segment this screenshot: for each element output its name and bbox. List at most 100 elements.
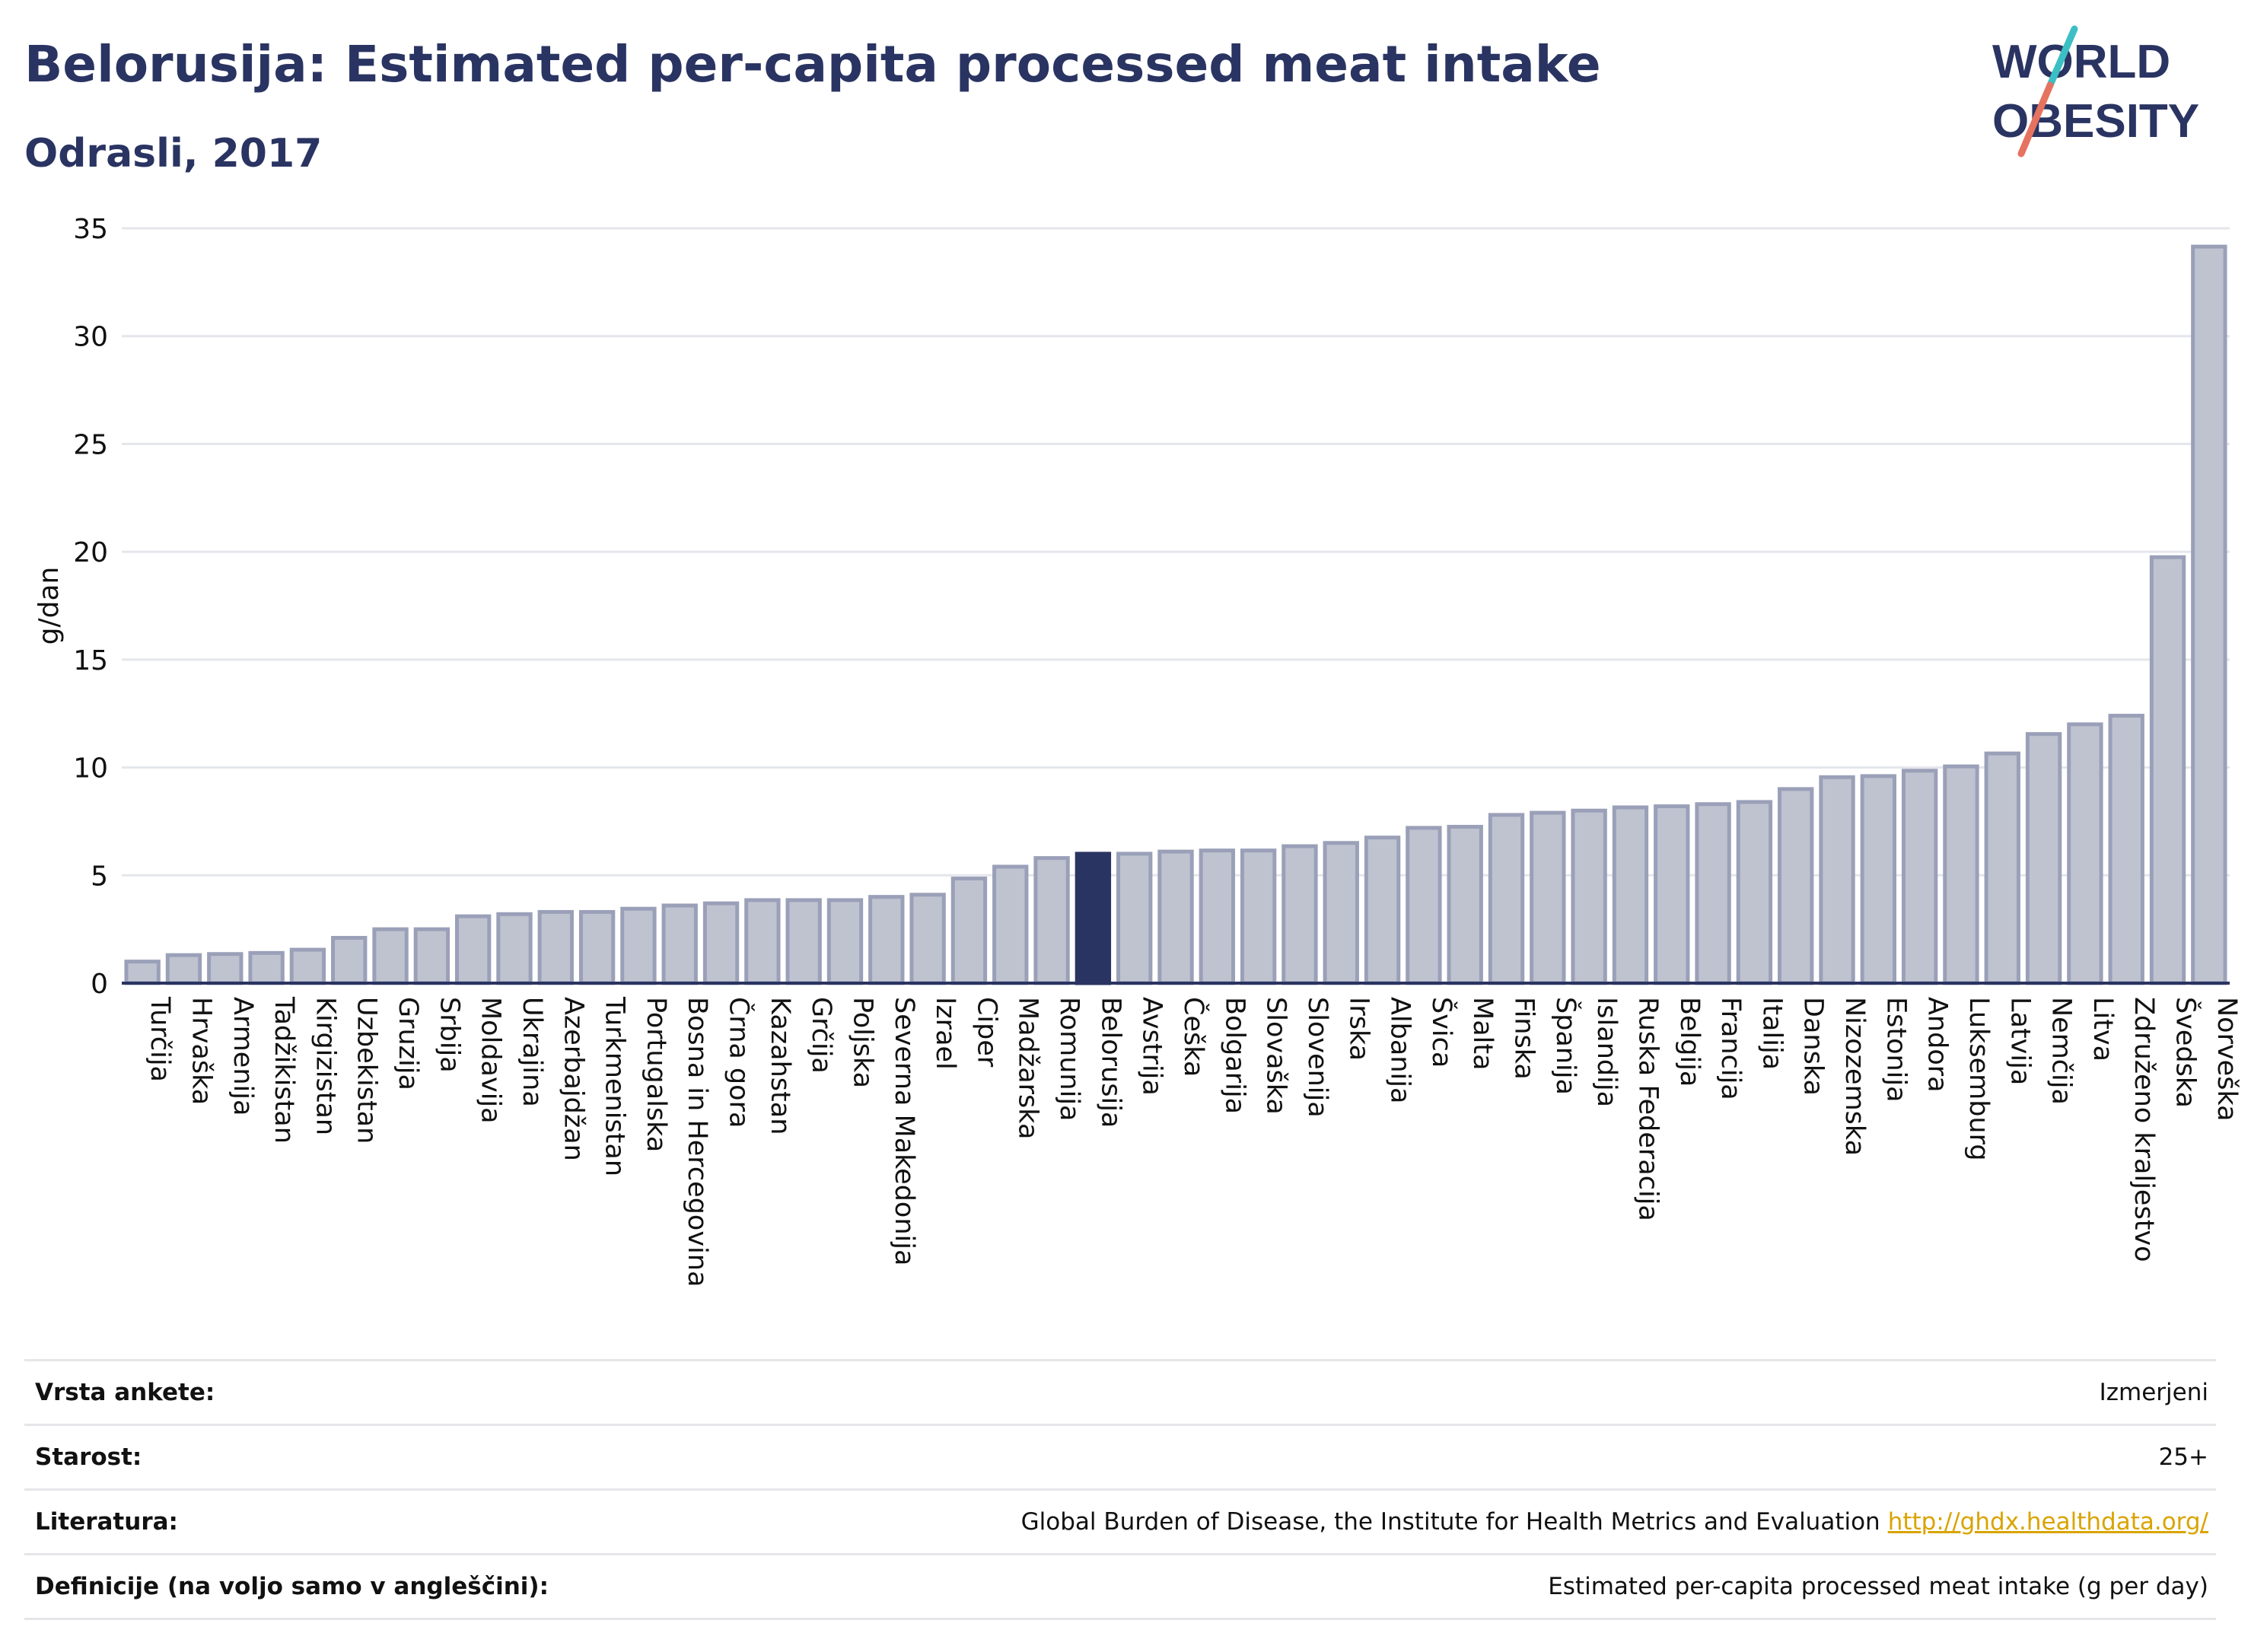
bar-severna-makedonija (868, 895, 905, 985)
x-tick-label: Ukrajina (517, 997, 547, 1107)
info-value-text: Izmerjeni (2099, 1379, 2208, 1406)
x-tick-label: Estonija (1880, 997, 1911, 1103)
x-tick-label: Gruzija (393, 997, 423, 1090)
y-tick-label: 10 (73, 753, 108, 785)
bar-nemčija (2025, 732, 2062, 985)
x-tick-label: Islandija (1591, 997, 1622, 1107)
x-tick-label: Uzbekistan (352, 997, 382, 1144)
x-tick-label: Tadžikistan (269, 996, 299, 1144)
bar-portugalska (620, 906, 657, 985)
x-axis-labels: Turčija Hrvaška Armenija Tadžikistan Kirgizi… (145, 996, 2242, 1287)
info-row: Literatura: Global Burden of Disease, the… (24, 1488, 2216, 1553)
bar-armenija (207, 952, 244, 985)
x-tick-label: Danska (1798, 997, 1829, 1096)
y-axis-title: g/dan (33, 567, 65, 645)
bar-chart: 0 5 10 15 20 25 30 35 Turčija Hrvaška Armenija Tad… (33, 214, 2242, 1287)
bar-turčija (124, 960, 161, 985)
bar-madžarska (992, 864, 1029, 985)
bar-danska (1778, 787, 1814, 985)
bar-združeno-kraljestvo (2108, 714, 2144, 985)
bar-moldavija (454, 914, 492, 985)
x-tick-label: Izrael (930, 997, 960, 1070)
x-tick-label: Madžarska (1013, 997, 1043, 1139)
x-tick-label: Belgija (1674, 997, 1705, 1087)
bar-albanija (1364, 836, 1401, 985)
bar-črna-gora (702, 901, 740, 985)
x-tick-label: Malta (1467, 997, 1498, 1071)
info-label: Starost: (35, 1444, 142, 1471)
info-row: Definicije (na voljo samo v angleščini):… (24, 1553, 2216, 1620)
bar-francija (1695, 802, 1731, 985)
x-tick-label: Grčija (806, 997, 836, 1074)
y-tick-label: 15 (73, 645, 108, 676)
bar-hrvaška (165, 953, 202, 985)
x-tick-label: Francija (1715, 997, 1746, 1100)
bar-latvija (1984, 751, 2020, 985)
y-tick-label: 0 (91, 969, 108, 1000)
bar-slovenija (1282, 844, 1318, 985)
x-tick-label: Italija (1756, 997, 1787, 1070)
chart-title: Belorusija: Estimated per-capita process… (24, 35, 1601, 94)
x-tick-label: Slovaška (1261, 997, 1291, 1115)
info-row: Vrsta ankete: Izmerjeni (24, 1359, 2216, 1424)
chart-subtitle: Odrasli, 2017 (24, 131, 323, 177)
x-tick-label: Črna gora (724, 997, 756, 1128)
info-label: Vrsta ankete: (35, 1379, 215, 1406)
bar-ukrajina (496, 912, 533, 985)
info-label: Literatura: (35, 1508, 178, 1536)
bar-bolgarija (1199, 848, 1235, 985)
x-tick-label: Španija (1550, 997, 1582, 1095)
x-tick-label: Kirgizistan (310, 997, 340, 1135)
x-tick-label: Bosna in Hercegovina (682, 997, 712, 1287)
bar-estonija (1860, 774, 1897, 985)
info-table: Vrsta ankete: Izmerjeni Starost: 25+ Literat… (24, 1359, 2216, 1620)
info-value: Estimated per-capita processed meat inta… (1548, 1573, 2216, 1600)
bar-irska (1323, 841, 1359, 985)
bar-finska (1488, 813, 1525, 985)
x-tick-label: Luksemburg (1963, 997, 1994, 1161)
y-axis-ticks: 0 5 10 15 20 25 30 35 (73, 214, 108, 1000)
info-row: Starost: 25+ (24, 1424, 2216, 1488)
bar-češka (1157, 849, 1194, 985)
bar-litva (2067, 722, 2103, 985)
logo-line1: WORLD (1992, 36, 2170, 88)
x-tick-label: Nizozemska (1839, 997, 1870, 1156)
y-tick-label: 20 (73, 537, 108, 568)
info-value-text: 25+ (2158, 1444, 2208, 1471)
bar-italija (1736, 800, 1773, 985)
bar-kirgizistan (289, 947, 326, 985)
bar-tadžikistan (248, 950, 285, 985)
x-tick-label: Bolgarija (1219, 997, 1250, 1114)
info-value: 25+ (2159, 1444, 2216, 1471)
bar-izrael (909, 893, 946, 985)
logo-teal-stroke (2046, 25, 2078, 89)
info-value-text: Estimated per-capita processed meat inta… (1548, 1573, 2208, 1600)
y-tick-label: 30 (73, 322, 108, 353)
x-tick-label: Albanija (1385, 997, 1415, 1103)
x-tick-label: Srbija (434, 997, 464, 1073)
bar-andora (1901, 769, 1938, 985)
info-value: Izmerjeni (2100, 1379, 2216, 1406)
x-tick-label: Belorusija (1095, 997, 1126, 1128)
bar-kazahstan (744, 898, 781, 985)
x-tick-label: Avstrija (1137, 997, 1167, 1096)
bars (124, 244, 2227, 985)
x-tick-label: Kazahstan (765, 997, 795, 1135)
x-tick-label: Finska (1509, 997, 1539, 1080)
y-tick-label: 25 (73, 429, 108, 460)
x-tick-label: Hrvaška (186, 997, 216, 1105)
bar-norveška (2191, 244, 2227, 985)
x-tick-label: Švica (1426, 997, 1458, 1068)
x-tick-label: Združeno kraljestvo (2128, 997, 2159, 1262)
bar-slovaška (1240, 848, 1277, 985)
bar-bosna-in-hercegovina (661, 903, 698, 985)
logo-red-stroke (2017, 81, 2054, 158)
x-tick-label: Poljska (847, 997, 877, 1088)
source-link[interactable]: http://ghdx.healthdata.org/ (1887, 1508, 2208, 1536)
x-tick-label: Češka (1178, 997, 1210, 1077)
x-tick-label: Švedska (2170, 997, 2202, 1108)
bar-belorusija (1075, 851, 1112, 985)
bar-nizozemska (1819, 775, 1855, 985)
bar-srbija (413, 927, 451, 985)
bar-islandija (1571, 808, 1607, 985)
